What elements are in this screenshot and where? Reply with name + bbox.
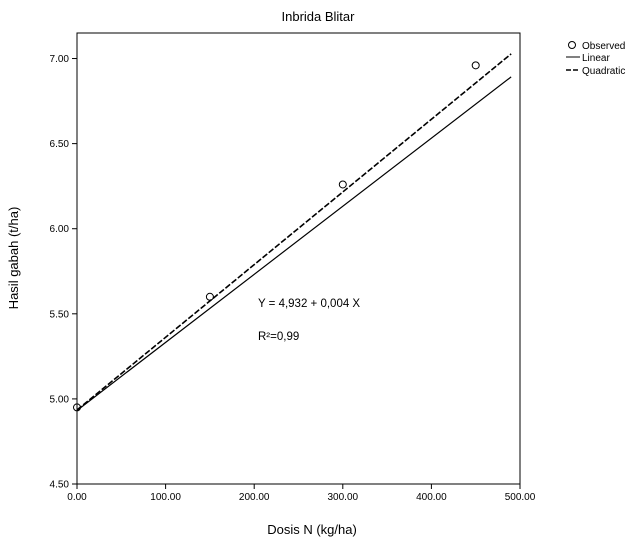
y-axis-label: Hasil gabah (t/ha) <box>6 207 21 310</box>
quadratic-fit-line <box>76 53 512 411</box>
x-tick-label: 500.00 <box>505 492 536 503</box>
legend-observed-label: Observed <box>582 41 625 52</box>
x-axis-label: Dosis N (kg/ha) <box>267 522 357 537</box>
chart-title: Inbrida Blitar <box>282 9 356 24</box>
linear-fit-line <box>76 76 512 411</box>
legend-quadratic-label: Quadratic <box>582 66 625 77</box>
observed-points <box>73 61 480 412</box>
y-tick-label: 6.50 <box>50 139 70 150</box>
y-tick-label: 5.00 <box>50 394 70 405</box>
legend-observed-marker <box>568 41 576 49</box>
x-axis-ticks: 0.00 100.00 200.00 300.00 400.00 500.00 <box>67 484 536 503</box>
y-axis-ticks: 4.50 5.00 5.50 6.00 6.50 7.00 <box>50 54 77 491</box>
x-tick-label: 200.00 <box>239 492 270 503</box>
legend-linear-label: Linear <box>582 53 610 64</box>
y-tick-label: 6.00 <box>50 224 70 235</box>
x-tick-label: 0.00 <box>67 492 87 503</box>
r-squared-annotation: R²=0,99 <box>258 331 299 343</box>
x-tick-label: 100.00 <box>150 492 181 503</box>
legend: Observed Linear Quadratic <box>566 41 625 77</box>
equation-annotation: Y = 4,932 + 0,004 X <box>258 298 360 310</box>
observed-point <box>205 292 214 301</box>
observed-point <box>73 403 81 412</box>
x-tick-label: 300.00 <box>328 492 359 503</box>
plot-area <box>76 32 521 485</box>
y-tick-label: 5.50 <box>50 309 70 320</box>
y-tick-label: 7.00 <box>50 54 70 65</box>
fit-lines <box>76 53 512 411</box>
x-tick-label: 400.00 <box>416 492 447 503</box>
observed-point <box>338 180 347 189</box>
observed-point <box>471 61 480 70</box>
y-tick-label: 4.50 <box>50 480 70 491</box>
